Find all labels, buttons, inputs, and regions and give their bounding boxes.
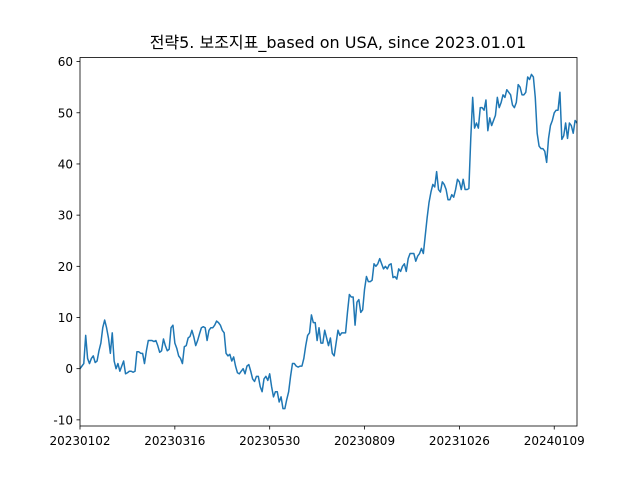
y-tick-label: 20 [58, 260, 73, 274]
y-tick-label: 60 [58, 55, 73, 69]
x-tick-label: 20230316 [144, 434, 205, 448]
y-tick-label: 30 [58, 209, 73, 223]
x-tick-label: 20230102 [49, 434, 110, 448]
y-tick-label: 10 [58, 311, 73, 325]
y-tick-label: 0 [65, 362, 73, 376]
y-tick-label: 40 [58, 157, 73, 171]
chart-title: 전략5. 보조지표_based on USA, since 2023.01.01 [150, 33, 527, 53]
y-tick-label: 50 [58, 106, 73, 120]
x-tick-label: 20230530 [239, 434, 300, 448]
axes-frame [79, 57, 578, 427]
x-tick-label: 20230809 [334, 434, 395, 448]
plot-area [80, 73, 577, 410]
axes: -10 0 10 20 30 40 50 60 20230102 20230316 20230530… [49, 55, 584, 448]
x-tick-label: 20231026 [429, 434, 490, 448]
x-tick-label: 20240109 [524, 434, 585, 448]
series-line-0 [80, 73, 577, 410]
y-tick-label: -10 [53, 413, 73, 427]
